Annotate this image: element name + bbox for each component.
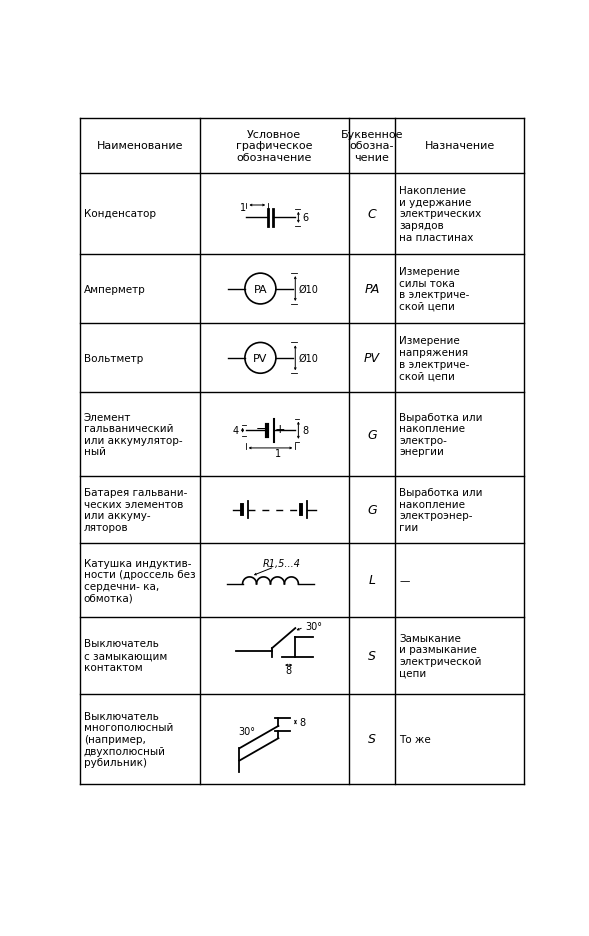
Text: S: S: [368, 733, 376, 746]
Text: 1: 1: [275, 448, 282, 458]
Text: Измерение
силы тока
в электриче-
ской цепи: Измерение силы тока в электриче- ской це…: [399, 267, 469, 312]
Text: G: G: [367, 504, 377, 517]
Text: PV: PV: [253, 354, 267, 363]
Text: Катушка индуктив-
ности (дроссель без
сердечни- ка,
обмотка): Катушка индуктив- ности (дроссель без се…: [84, 558, 196, 603]
Text: PV: PV: [364, 352, 380, 365]
Text: Ø10: Ø10: [299, 285, 318, 294]
Text: Вольтметр: Вольтметр: [84, 354, 143, 363]
Text: PA: PA: [254, 285, 267, 294]
Text: 6: 6: [302, 213, 309, 223]
Text: S: S: [368, 649, 376, 662]
Text: C: C: [368, 208, 376, 221]
Text: Элемент
гальванический
или аккумулятор-
ный: Элемент гальванический или аккумулятор- …: [84, 412, 183, 457]
Text: Выключатель
многополюсный
(например,
двухполюсный
рубильник): Выключатель многополюсный (например, дву…: [84, 711, 173, 768]
Text: Батарея гальвани-
ческих элементов
или аккуму-
ляторов: Батарея гальвани- ческих элементов или а…: [84, 488, 187, 533]
Text: −: −: [256, 423, 266, 436]
Text: Амперметр: Амперметр: [84, 285, 145, 294]
Text: PA: PA: [365, 283, 380, 296]
Text: Наименование: Наименование: [97, 141, 183, 151]
Text: 8: 8: [286, 665, 292, 675]
Text: +: +: [274, 423, 285, 436]
Text: Условное
графическое
обозначение: Условное графическое обозначение: [236, 129, 313, 163]
Text: G: G: [367, 428, 377, 441]
Text: Измерение
напряжения
в электриче-
ской цепи: Измерение напряжения в электриче- ской ц…: [399, 336, 469, 381]
Text: Выработка или
накопление
электро-
энергии: Выработка или накопление электро- энерги…: [399, 412, 482, 457]
Text: Выработка или
накопление
электроэнер-
гии: Выработка или накопление электроэнер- ги…: [399, 488, 482, 533]
Text: Ø10: Ø10: [299, 354, 318, 363]
Text: L: L: [369, 574, 376, 587]
Text: 8: 8: [299, 717, 306, 727]
Text: 8: 8: [302, 426, 309, 436]
Text: 4: 4: [233, 426, 239, 436]
Text: Конденсатор: Конденсатор: [84, 210, 155, 219]
Text: 30°: 30°: [305, 622, 322, 631]
Text: 30°: 30°: [238, 726, 255, 737]
Text: То же: То же: [399, 734, 431, 744]
Text: Назначение: Назначение: [425, 141, 495, 151]
Text: —: —: [399, 576, 409, 585]
Text: Накопление
и удержание
электрических
зарядов
на пластинах: Накопление и удержание электрических зар…: [399, 186, 481, 242]
Text: Буквенное
обозна-
чение: Буквенное обозна- чение: [341, 129, 403, 163]
Text: R1,5...4: R1,5...4: [263, 559, 301, 568]
Text: 1: 1: [240, 203, 246, 212]
Text: Замыкание
и размыкание
электрической
цепи: Замыкание и размыкание электрической цеп…: [399, 633, 482, 678]
Text: Выключатель
с замыкающим
контактом: Выключатель с замыкающим контактом: [84, 638, 167, 672]
